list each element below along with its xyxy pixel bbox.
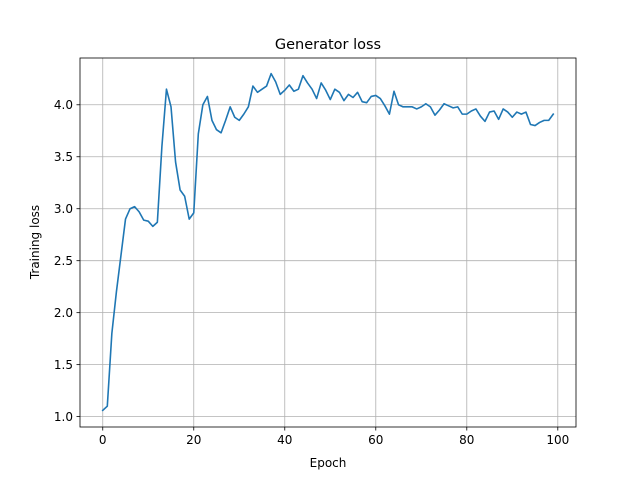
y-tick-label: 1.0 (54, 410, 73, 424)
x-tick-label: 80 (459, 433, 474, 447)
y-tick-label: 3.0 (54, 202, 73, 216)
chart-title: Generator loss (275, 37, 381, 53)
y-axis-label: Training loss (28, 205, 42, 280)
x-axis-ticks: 0 20 40 60 80 100 (99, 427, 569, 447)
x-tick-label: 100 (546, 433, 569, 447)
y-axis-ticks: 1.0 1.5 2.0 2.5 3.0 3.5 4.0 (54, 98, 80, 424)
x-tick-label: 20 (186, 433, 201, 447)
series-layer (101, 72, 555, 412)
x-axis-label: Epoch (310, 456, 347, 470)
plot-frame (79, 57, 577, 428)
y-tick-label: 2.5 (54, 254, 73, 268)
x-tick-label: 40 (277, 433, 292, 447)
series-line (101, 72, 555, 412)
grid-lines (80, 58, 576, 427)
y-tick-label: 4.0 (54, 98, 73, 112)
plot-area (80, 58, 576, 427)
x-tick-label: 0 (99, 433, 107, 447)
y-tick-label: 3.5 (54, 150, 73, 164)
y-tick-label: 2.0 (54, 306, 73, 320)
y-tick-label: 1.5 (54, 358, 73, 372)
x-tick-label: 60 (368, 433, 383, 447)
